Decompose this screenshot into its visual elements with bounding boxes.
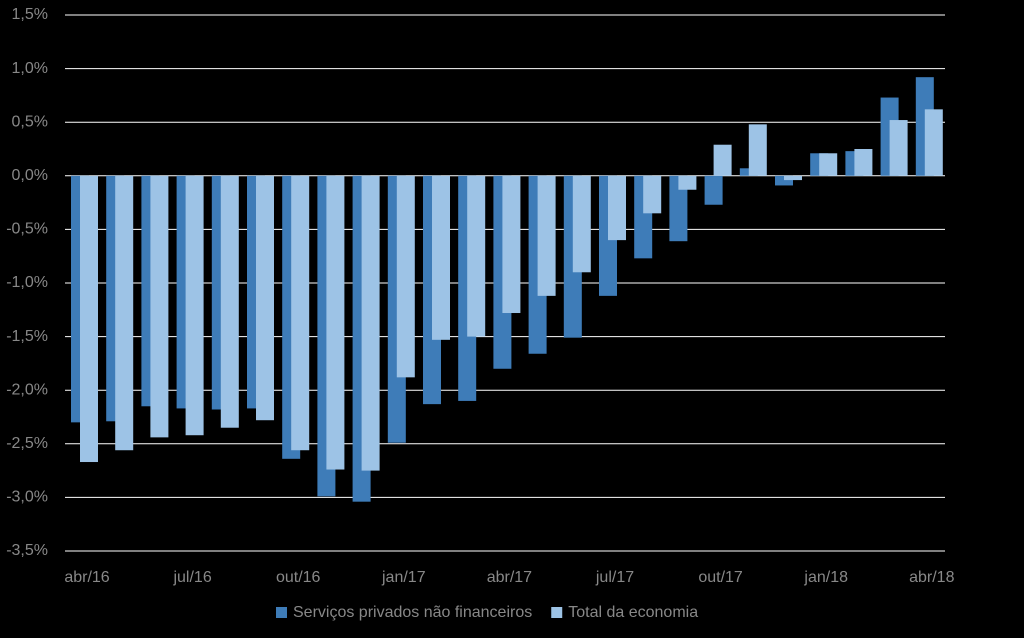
bar xyxy=(80,175,98,463)
y-tick-label: -3,0% xyxy=(6,489,48,506)
bar xyxy=(784,175,802,181)
x-tick-label: abr/16 xyxy=(64,569,109,586)
bar xyxy=(819,153,838,176)
bar xyxy=(643,175,662,214)
bar xyxy=(572,175,591,273)
y-tick-label: 0,0% xyxy=(12,167,48,184)
legend-swatch xyxy=(276,607,287,618)
x-tick-label: abr/17 xyxy=(487,569,532,586)
bar xyxy=(396,175,415,378)
bar xyxy=(185,175,204,436)
bar xyxy=(115,175,134,451)
bar xyxy=(704,175,723,205)
bar xyxy=(537,175,556,296)
x-tick-label: out/17 xyxy=(698,569,743,586)
x-tick-label: out/16 xyxy=(276,569,321,586)
legend-label: Serviços privados não financeiros xyxy=(293,604,532,621)
x-tick-label: abr/18 xyxy=(909,569,954,586)
bar xyxy=(256,175,274,421)
bar xyxy=(502,175,521,314)
bar xyxy=(678,175,697,190)
legend-label: Total da economia xyxy=(568,604,698,621)
y-tick-label: -1,5% xyxy=(6,328,48,345)
y-tick-label: 1,5% xyxy=(12,6,48,23)
bar xyxy=(361,175,380,471)
y-tick-label: -3,5% xyxy=(6,542,48,559)
bar xyxy=(889,120,908,176)
y-tick-label: -2,5% xyxy=(6,435,48,452)
x-tick-label: jan/17 xyxy=(381,569,426,586)
y-tick-label: 1,0% xyxy=(12,60,48,77)
bar xyxy=(669,175,688,242)
bar xyxy=(467,175,486,337)
bar xyxy=(608,175,626,241)
bar xyxy=(220,175,239,428)
bar xyxy=(326,175,345,470)
bar xyxy=(150,175,169,438)
bar xyxy=(291,175,310,451)
x-tick-label: jan/18 xyxy=(803,569,848,586)
y-tick-label: -0,5% xyxy=(6,221,48,238)
bar xyxy=(713,144,732,176)
bar xyxy=(748,124,767,176)
x-tick-label: jul/16 xyxy=(172,569,211,586)
bar xyxy=(432,175,450,340)
x-tick-label: jul/17 xyxy=(595,569,634,586)
bar xyxy=(924,109,943,176)
y-tick-label: -1,0% xyxy=(6,274,48,291)
bar xyxy=(775,175,793,186)
legend-swatch xyxy=(551,607,563,618)
y-tick-label: 0,5% xyxy=(12,113,48,130)
y-tick-label: -2,0% xyxy=(6,381,48,398)
bar xyxy=(854,149,873,176)
